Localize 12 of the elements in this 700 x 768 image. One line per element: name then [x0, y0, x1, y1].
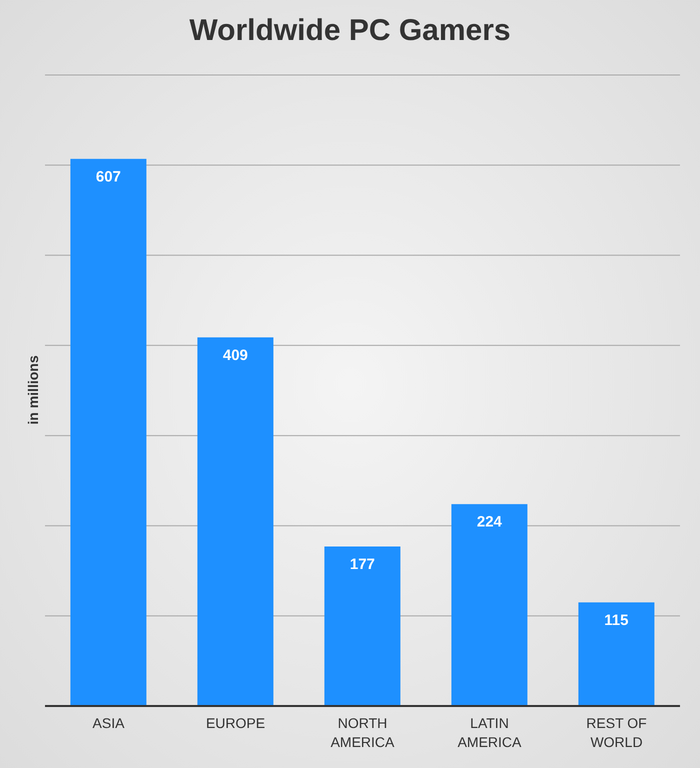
data-label: 177	[350, 556, 375, 574]
data-label: 115	[604, 612, 628, 629]
x-tick-label: REST OF WORLD	[586, 715, 647, 750]
x-tick-label: EUROPE	[206, 715, 266, 731]
data-label: 409	[222, 346, 248, 364]
chart-title: Worldwide PC Gamers	[188, 14, 512, 48]
data-label: 224	[476, 514, 503, 531]
y-axis-title: in millions	[25, 355, 41, 425]
x-tick-label: ASIA	[92, 715, 126, 731]
x-tick-label: NORTH AMERICA	[330, 715, 396, 750]
data-label: 607	[96, 168, 121, 186]
x-tick-label: LATIN AMERICA	[458, 715, 522, 750]
